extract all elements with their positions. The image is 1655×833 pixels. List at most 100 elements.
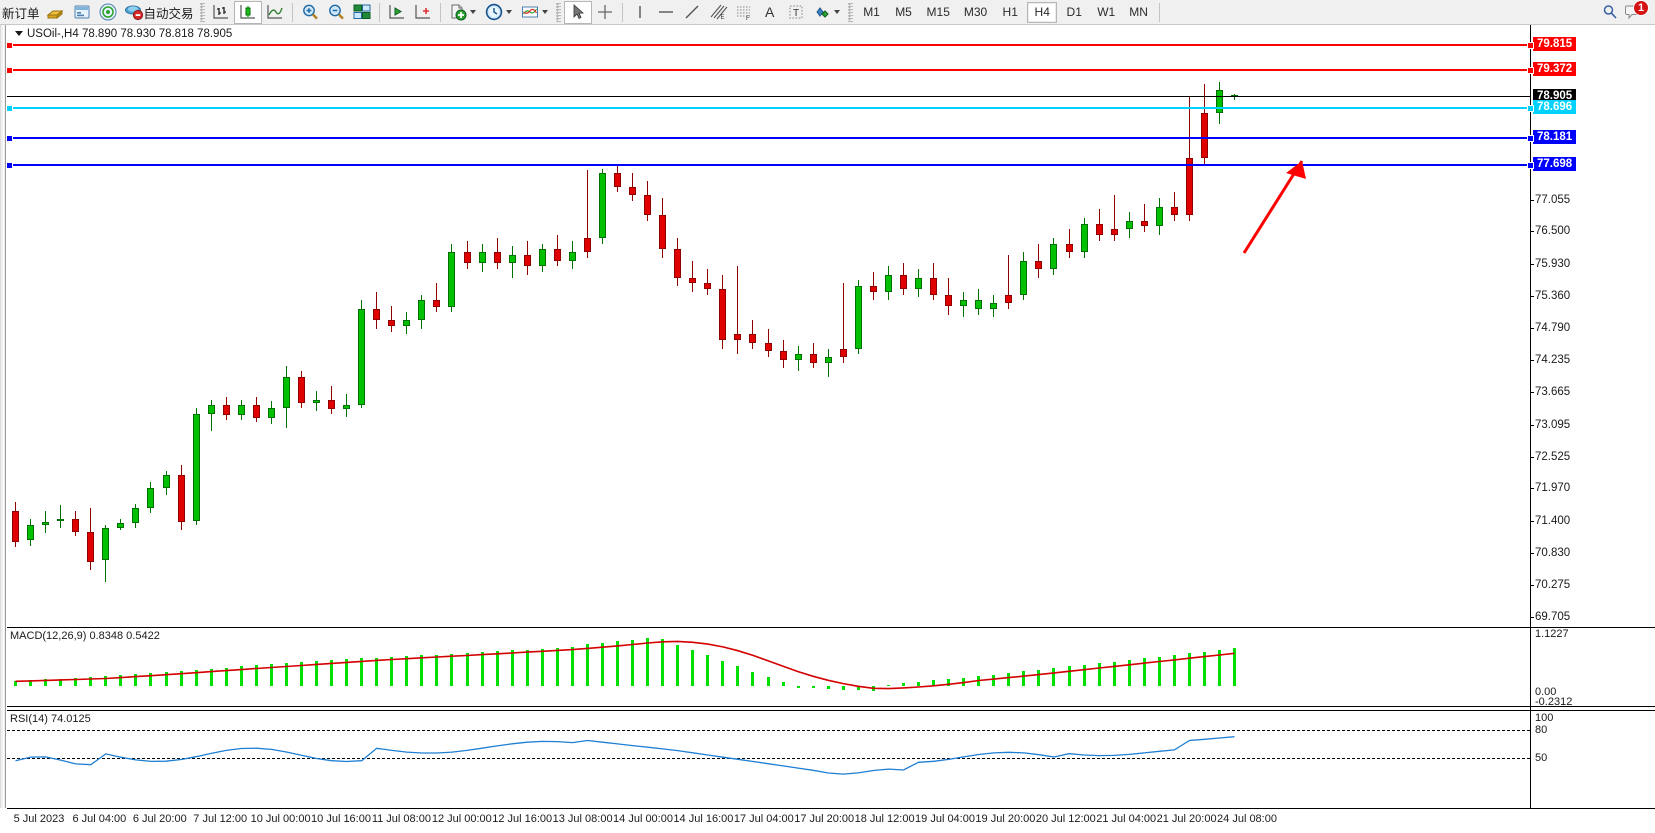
cursor-tool-button[interactable] bbox=[563, 0, 592, 24]
candlestick bbox=[1155, 206, 1163, 227]
price-level-line-last-price[interactable] bbox=[7, 95, 1530, 97]
timeframe-button-m15[interactable]: M15 bbox=[926, 5, 950, 19]
auto-trading-button[interactable]: 自动交易 bbox=[121, 1, 197, 24]
toolbar-grip-1[interactable] bbox=[199, 2, 205, 22]
templates-button[interactable] bbox=[517, 1, 553, 24]
period-dropdown-arrow[interactable] bbox=[505, 10, 512, 14]
auto-scroll-button[interactable] bbox=[410, 1, 436, 24]
navigator-button[interactable] bbox=[95, 1, 121, 24]
equidistant-channel-button[interactable]: E bbox=[705, 1, 731, 24]
time-tick-label: 6 Jul 04:00 bbox=[72, 813, 127, 825]
timeframe-button-m30[interactable]: M30 bbox=[963, 5, 988, 19]
macd-histogram-bar bbox=[796, 686, 800, 688]
macd-label: MACD(12,26,9) 0.8348 0.5422 bbox=[10, 630, 160, 642]
candlestick bbox=[192, 413, 200, 521]
objects-list-button[interactable] bbox=[809, 1, 845, 24]
price-level-handle-left-support-1[interactable] bbox=[6, 134, 13, 142]
price-level-handle-left-bid-line[interactable] bbox=[6, 105, 13, 113]
price-tick-76.500: 76.500 bbox=[1530, 225, 1571, 238]
price-level-line-resistance-2[interactable] bbox=[6, 41, 1534, 49]
macd-histogram-bar bbox=[224, 667, 228, 686]
timeframe-button-h1[interactable]: H1 bbox=[1002, 5, 1018, 19]
price-level-line-support-1[interactable] bbox=[6, 134, 1534, 142]
candlestick bbox=[990, 303, 998, 309]
toolbar-grip-2[interactable] bbox=[555, 2, 561, 22]
time-tick-label: 14 Jul 00:00 bbox=[613, 813, 673, 825]
data-window-button[interactable] bbox=[69, 1, 95, 24]
text-tool-button[interactable]: A bbox=[757, 1, 783, 24]
price-level-line-resistance-1[interactable] bbox=[6, 66, 1534, 74]
time-axis[interactable]: 5 Jul 2023 6 Jul 04:00 6 Jul 20:00 7 Jul 12… bbox=[7, 808, 1655, 833]
candlestick bbox=[960, 300, 968, 306]
horizontal-line-button[interactable] bbox=[653, 1, 679, 24]
price-level-handle-left-support-2[interactable] bbox=[6, 162, 13, 170]
macd-axis[interactable]: 1.1227 0.00 -0.2312 bbox=[1530, 628, 1655, 708]
svg-text:E: E bbox=[720, 15, 724, 21]
price-level-handle-support-2[interactable] bbox=[1527, 162, 1534, 170]
text-label-button[interactable]: T bbox=[783, 1, 809, 24]
toolbar-separator-5 bbox=[1158, 2, 1160, 22]
notification-badge: 1 bbox=[1633, 0, 1649, 16]
price-level-handle-left-resistance-1[interactable] bbox=[6, 66, 13, 74]
objects-dropdown-arrow[interactable] bbox=[833, 10, 840, 14]
price-tick-77.055: 77.055 bbox=[1530, 193, 1571, 206]
fibonacci-button[interactable]: F bbox=[731, 1, 757, 24]
price-level-handle-resistance-1[interactable] bbox=[1527, 66, 1534, 74]
time-tick-label: 13 Jul 08:00 bbox=[552, 813, 613, 825]
price-level-line-support-2[interactable] bbox=[6, 162, 1534, 170]
macd-tick-top: 1.1227 bbox=[1535, 628, 1569, 640]
trendline-button[interactable] bbox=[679, 1, 705, 24]
price-tick-75.930: 75.930 bbox=[1530, 257, 1571, 270]
rsi-panel[interactable]: RSI(14) 74.0125 100 80 50 bbox=[7, 710, 1655, 808]
indicators-button[interactable] bbox=[445, 1, 481, 24]
price-tick-74.235: 74.235 bbox=[1530, 353, 1571, 366]
candlestick bbox=[884, 274, 892, 292]
search-button[interactable] bbox=[1597, 1, 1623, 24]
timeframe-button-mn[interactable]: MN bbox=[1129, 5, 1148, 19]
timeframe-button-m5[interactable]: M5 bbox=[895, 5, 912, 19]
chart-shift-button[interactable] bbox=[384, 1, 410, 24]
zoom-out-button[interactable] bbox=[323, 1, 349, 24]
price-level-handle-bid-line[interactable] bbox=[1527, 105, 1534, 113]
time-tick-label: 19 Jul 04:00 bbox=[915, 813, 975, 825]
period-button[interactable] bbox=[481, 1, 517, 24]
candlestick bbox=[839, 348, 847, 358]
macd-histogram-bar bbox=[405, 656, 409, 686]
timeframe-button-h4[interactable]: H4 bbox=[1027, 1, 1058, 23]
timeframe-button-w1[interactable]: W1 bbox=[1097, 5, 1116, 19]
templates-dropdown-arrow[interactable] bbox=[541, 10, 548, 14]
macd-panel[interactable]: MACD(12,26,9) 0.8348 0.5422 1.1227 0.00 … bbox=[7, 627, 1655, 708]
macd-histogram-bar bbox=[706, 655, 710, 686]
line-chart-type-button[interactable] bbox=[262, 1, 288, 24]
price-level-handle-left-resistance-2[interactable] bbox=[6, 41, 13, 49]
candlestick bbox=[418, 300, 426, 321]
new-order-button[interactable]: 新订单 bbox=[0, 1, 43, 24]
timeframe-button-d1[interactable]: D1 bbox=[1066, 5, 1082, 19]
candlestick bbox=[1065, 243, 1073, 253]
macd-histogram-bar bbox=[811, 686, 815, 689]
price-tick-70.275: 70.275 bbox=[1530, 578, 1571, 591]
macd-histogram-bar bbox=[917, 681, 920, 686]
macd-histogram-bar bbox=[1202, 651, 1206, 686]
toolbar-grip-3[interactable] bbox=[847, 2, 853, 22]
timeframe-button-m1[interactable]: M1 bbox=[863, 5, 880, 19]
indicators-dropdown-arrow[interactable] bbox=[469, 10, 476, 14]
new-order-label: 新订单 bbox=[2, 6, 40, 21]
bar-chart-type-button[interactable] bbox=[208, 1, 234, 24]
crosshair-tool-button[interactable] bbox=[592, 1, 618, 24]
candlestick bbox=[749, 334, 757, 343]
chart-container[interactable]: USOil-,H4 78.890 78.930 78.818 78.905 77… bbox=[0, 25, 1655, 833]
candlestick bbox=[162, 475, 170, 488]
price-level-line-bid-line[interactable] bbox=[6, 105, 1534, 113]
rsi-axis[interactable]: 100 80 50 bbox=[1530, 711, 1655, 808]
price-level-handle-support-1[interactable] bbox=[1527, 134, 1534, 142]
tile-windows-button[interactable] bbox=[349, 1, 375, 24]
market-watch-button[interactable] bbox=[43, 1, 69, 24]
macd-histogram-bar bbox=[480, 652, 484, 686]
zoom-in-button[interactable] bbox=[297, 1, 323, 24]
notifications-button[interactable]: 1 bbox=[1623, 0, 1649, 23]
vertical-line-button[interactable] bbox=[627, 1, 653, 24]
chart-menu-caret-icon[interactable] bbox=[15, 31, 23, 36]
candlestick-type-button[interactable] bbox=[233, 0, 262, 24]
price-level-handle-resistance-2[interactable] bbox=[1527, 41, 1534, 49]
